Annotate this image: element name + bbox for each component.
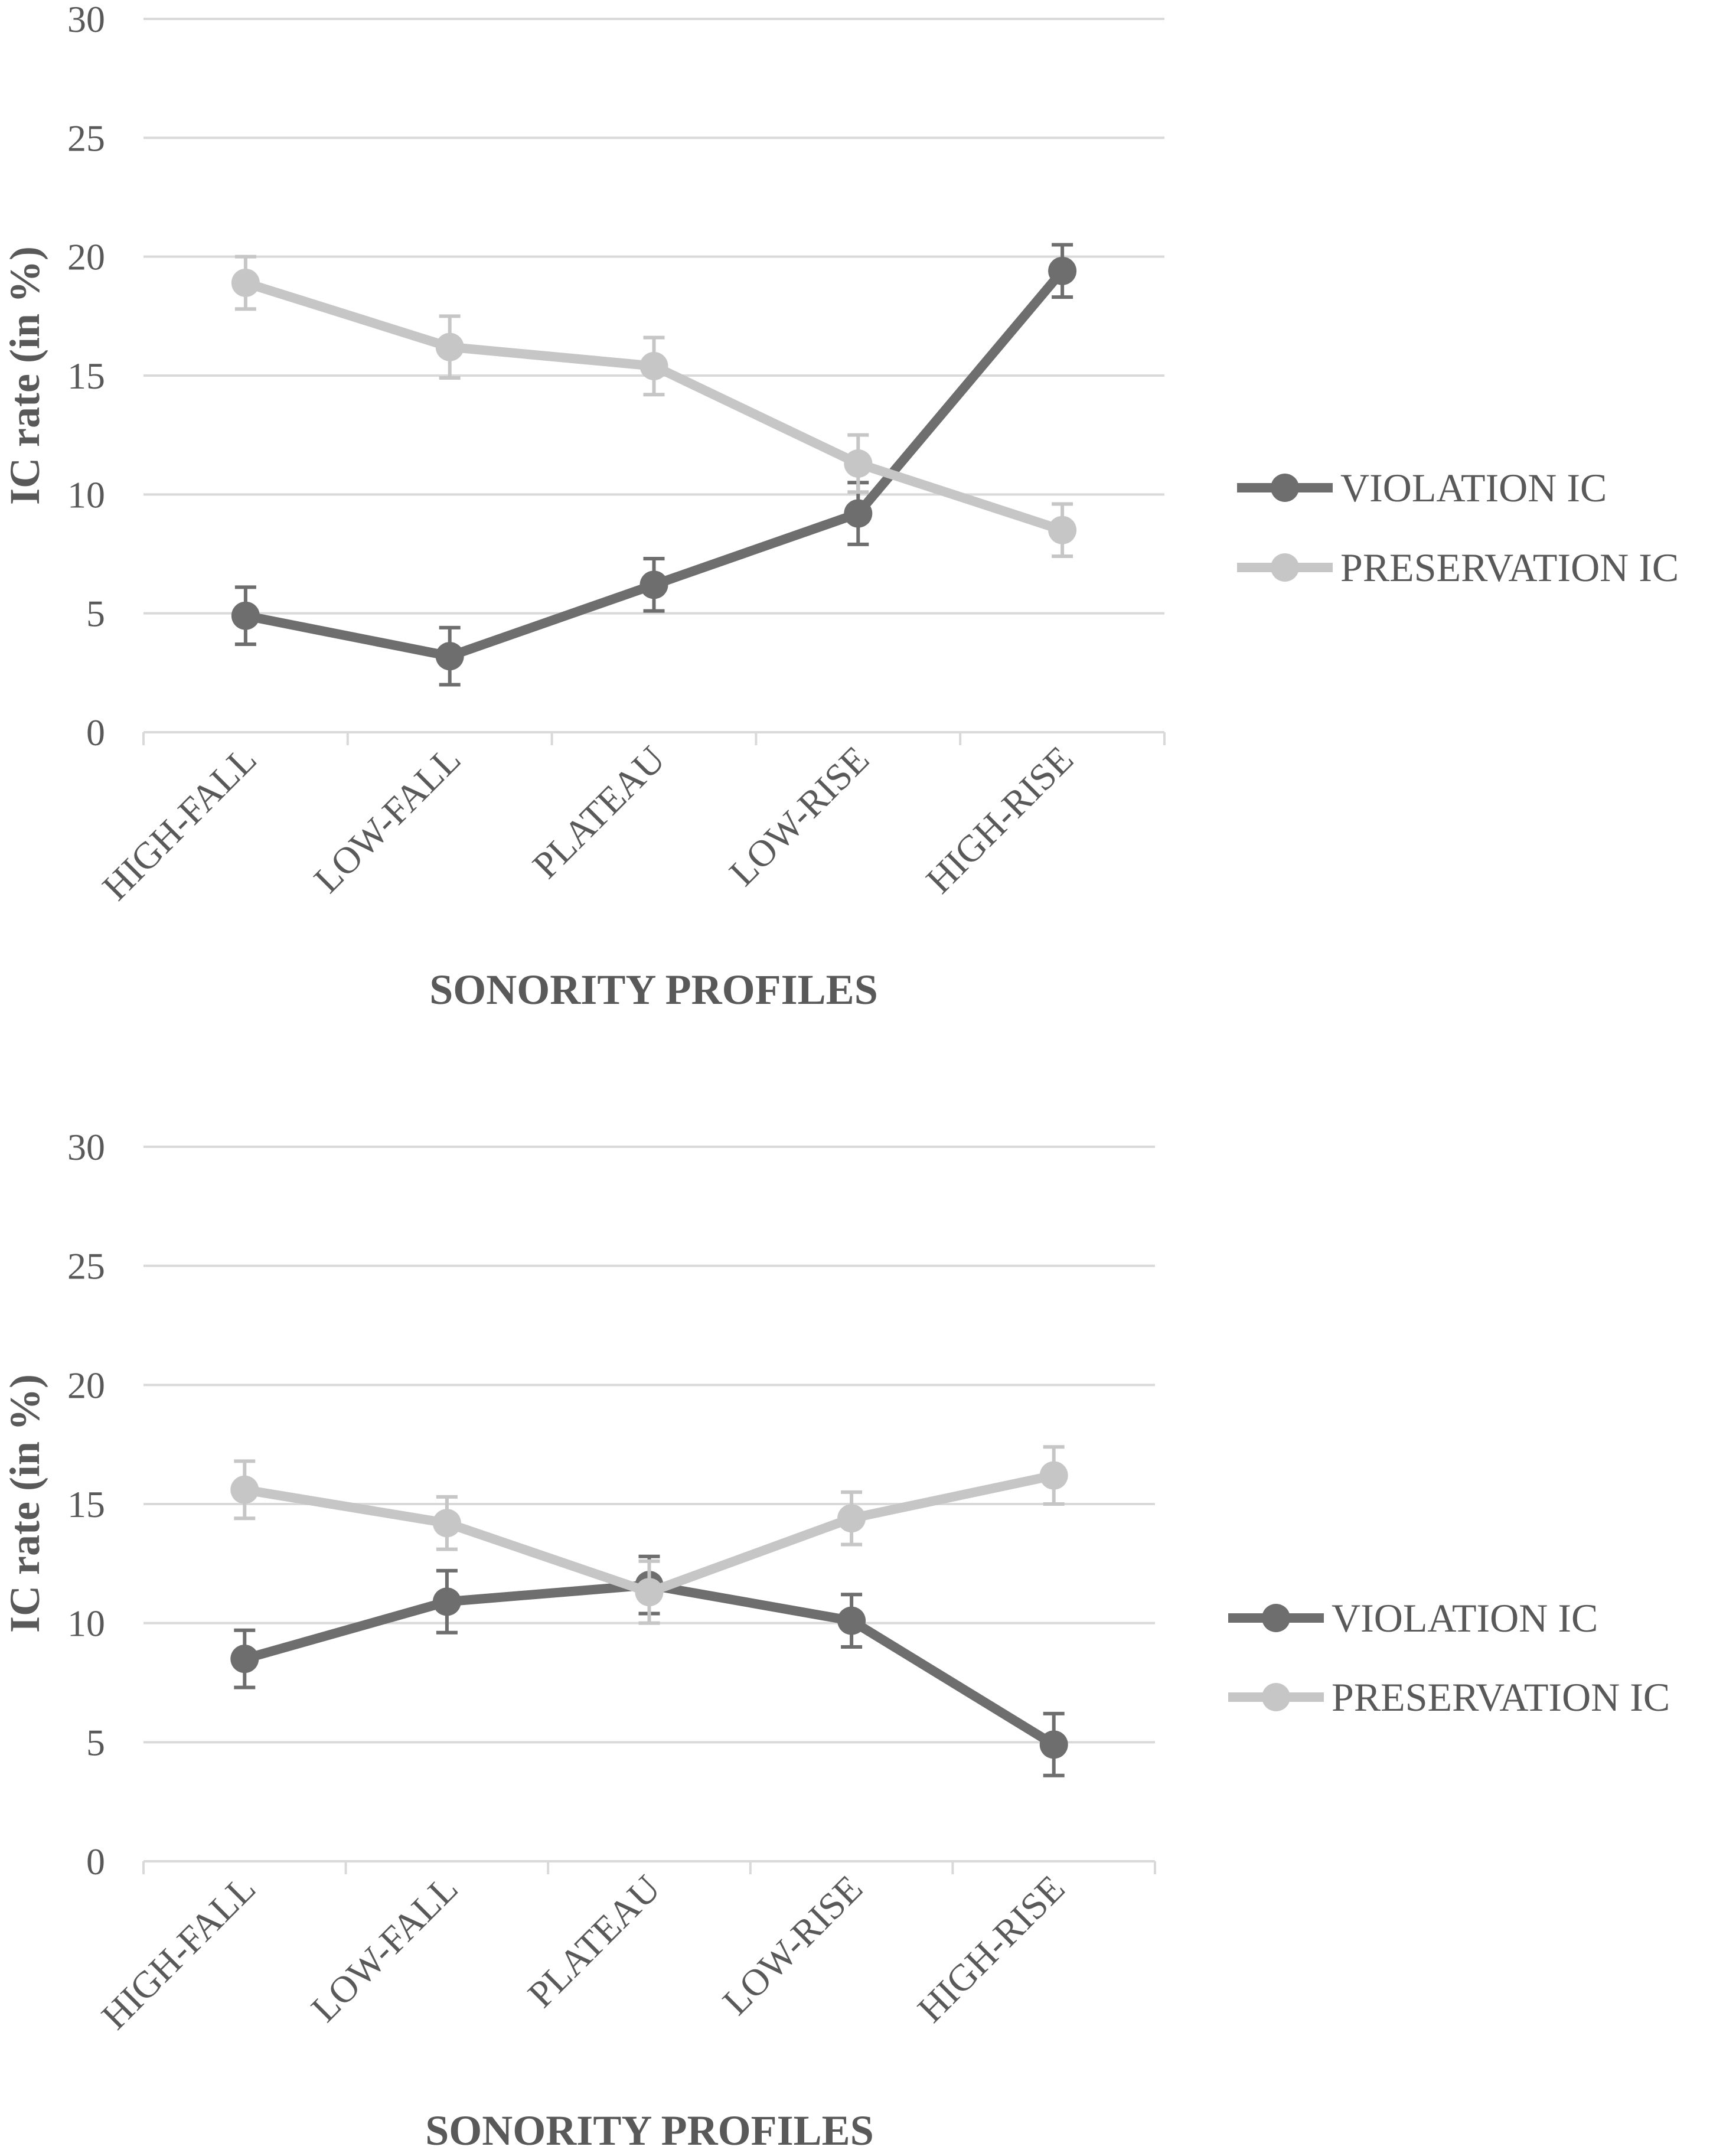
legend-marker: [1271, 474, 1299, 502]
y-tick-label: 20: [67, 236, 105, 278]
data-point: [230, 1645, 259, 1674]
x-tick-label: HIGH-FALL: [93, 1867, 263, 2037]
y-tick-label: 0: [86, 1841, 105, 1883]
y-tick-label: 15: [67, 355, 105, 397]
legend-marker: [1271, 553, 1299, 582]
y-axis-label: IC rate (in %): [1, 246, 48, 505]
x-tick-label: HIGH-FALL: [94, 738, 265, 908]
data-point: [844, 499, 873, 528]
data-point: [432, 1509, 461, 1538]
data-point: [1048, 516, 1077, 544]
y-tick-label: 25: [67, 1245, 105, 1287]
data-point: [639, 570, 668, 599]
x-tick-label: HIGH-RISE: [918, 738, 1081, 901]
data-point: [844, 449, 873, 478]
data-point: [230, 1475, 259, 1504]
data-point: [837, 1504, 866, 1533]
y-axis-label: IC rate (in %): [1, 1374, 48, 1633]
legend-label: PRESERVATION IC: [1340, 545, 1679, 590]
data-point: [231, 268, 260, 297]
y-tick-label: 25: [67, 117, 105, 159]
data-point: [231, 601, 260, 630]
legend-marker: [1262, 1683, 1290, 1711]
x-tick-label: LOW-RISE: [721, 738, 877, 894]
legend-marker: [1262, 1604, 1290, 1632]
data-point: [635, 1578, 664, 1607]
chart-panel-2: 0 5 10 15 20 25 30 HIGH-FALL LOW-FALL PLATEAU LOW-…: [1, 1126, 1670, 2153]
y-tick-label: 10: [67, 474, 105, 516]
y-tick-label: 30: [67, 1126, 105, 1168]
data-point: [639, 351, 668, 380]
legend-label: PRESERVATION IC: [1332, 1675, 1670, 1720]
x-tick-label: LOW-RISE: [714, 1867, 870, 2023]
x-tick-label: PLATEAU: [520, 1867, 668, 2015]
data-point: [1039, 1730, 1068, 1759]
series-line-preservation: [240, 278, 1068, 535]
data-point: [1039, 1461, 1068, 1490]
chart-panel-1: 0 5 10 15 20 25 30 HIGH-FALL LOW-FALL PLATEAU LOW-…: [1, 0, 1679, 1013]
y-tick-label: 10: [67, 1603, 105, 1645]
y-tick-label: 5: [86, 593, 105, 635]
data-point: [1048, 256, 1077, 285]
data-point: [435, 642, 464, 671]
x-tick-label: PLATEAU: [524, 738, 673, 886]
legend-label: VIOLATION IC: [1332, 1596, 1598, 1640]
y-tick-label: 5: [86, 1721, 105, 1763]
x-tick-label: HIGH-RISE: [909, 1867, 1072, 2030]
x-axis-label: SONORITY PROFILES: [425, 2107, 873, 2153]
y-tick-label: 20: [67, 1364, 105, 1406]
x-axis-label: SONORITY PROFILES: [429, 966, 877, 1013]
x-tick-label: LOW-FALL: [303, 1867, 466, 2030]
y-tick-label: 15: [67, 1483, 105, 1525]
legend-label: VIOLATION IC: [1340, 465, 1607, 510]
x-tick-label: LOW-FALL: [306, 738, 469, 901]
data-point: [432, 1587, 461, 1616]
data-point: [837, 1606, 866, 1635]
data-point: [435, 332, 464, 361]
y-tick-label: 0: [86, 712, 105, 753]
y-tick-label: 30: [67, 0, 105, 40]
